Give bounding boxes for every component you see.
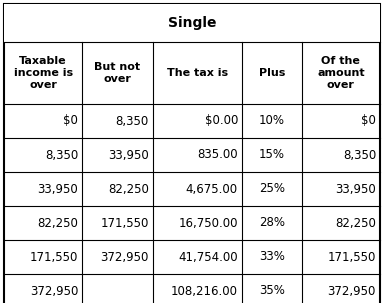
Text: 82,250: 82,250: [37, 217, 78, 229]
Text: Single: Single: [168, 16, 216, 30]
Text: 835.00: 835.00: [197, 148, 238, 161]
Text: Of the
amount
over: Of the amount over: [317, 55, 365, 90]
Text: 8,350: 8,350: [45, 148, 78, 161]
Text: 33,950: 33,950: [335, 182, 376, 195]
Text: 16,750.00: 16,750.00: [179, 217, 238, 229]
Text: $0.00: $0.00: [205, 115, 238, 128]
Text: $0: $0: [361, 115, 376, 128]
Text: $0: $0: [63, 115, 78, 128]
Text: 28%: 28%: [259, 217, 285, 229]
Text: 41,754.00: 41,754.00: [178, 251, 238, 264]
Text: 372,950: 372,950: [101, 251, 149, 264]
Bar: [4, 4, 380, 42]
Text: Plus: Plus: [259, 68, 285, 78]
Text: 8,350: 8,350: [343, 148, 376, 161]
Text: 82,250: 82,250: [108, 182, 149, 195]
Text: 372,950: 372,950: [328, 285, 376, 298]
Text: But not
over: But not over: [94, 62, 141, 84]
Text: 108,216.00: 108,216.00: [171, 285, 238, 298]
Text: The tax is: The tax is: [167, 68, 228, 78]
Text: 25%: 25%: [259, 182, 285, 195]
Text: Taxable
income is
over: Taxable income is over: [13, 55, 73, 90]
Text: 33,950: 33,950: [38, 182, 78, 195]
Text: 171,550: 171,550: [30, 251, 78, 264]
Text: 33,950: 33,950: [108, 148, 149, 161]
Text: 82,250: 82,250: [335, 217, 376, 229]
Text: 10%: 10%: [259, 115, 285, 128]
Text: 15%: 15%: [259, 148, 285, 161]
Text: 372,950: 372,950: [30, 285, 78, 298]
Text: 33%: 33%: [259, 251, 285, 264]
Text: 171,550: 171,550: [328, 251, 376, 264]
Text: 4,675.00: 4,675.00: [186, 182, 238, 195]
Text: 8,350: 8,350: [116, 115, 149, 128]
Text: 171,550: 171,550: [101, 217, 149, 229]
Text: 35%: 35%: [259, 285, 285, 298]
